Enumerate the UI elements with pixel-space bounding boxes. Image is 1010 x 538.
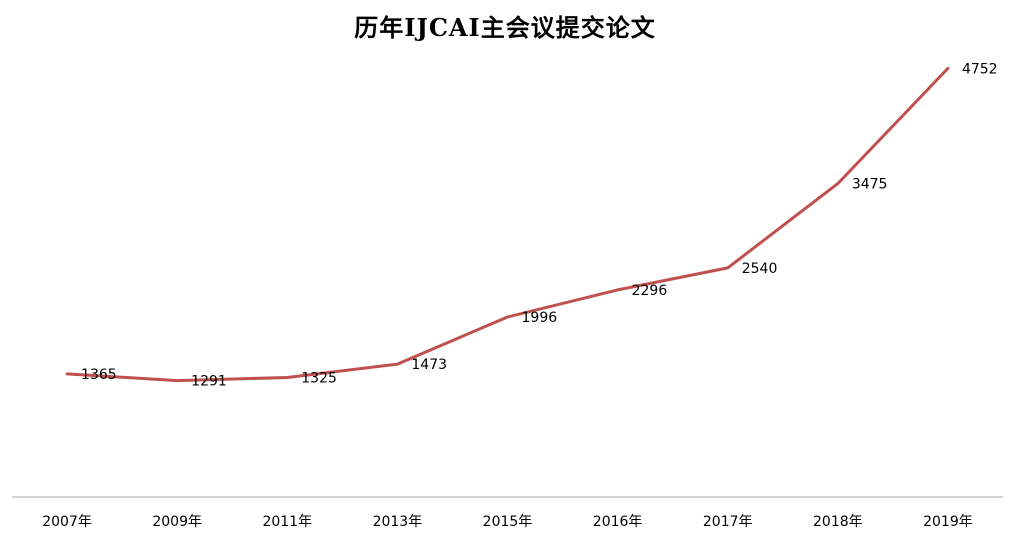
data-label: 4752 bbox=[962, 61, 998, 77]
x-tick-labels: 2007年 2009年 2011年 2013年 2015年 2016年 2017年 2018年… bbox=[42, 514, 973, 530]
x-tick-label: 2019年 bbox=[923, 514, 973, 530]
data-label: 1365 bbox=[81, 367, 117, 383]
data-label: 1996 bbox=[522, 310, 558, 326]
x-tick-label: 2011年 bbox=[262, 514, 312, 530]
x-tick-label: 2016年 bbox=[593, 514, 643, 530]
data-labels: 1365 1291 1325 1473 1996 2296 2540 3475 4752 bbox=[81, 61, 998, 389]
series-line bbox=[65, 66, 950, 383]
data-label: 2296 bbox=[632, 283, 668, 299]
data-label: 3475 bbox=[852, 177, 888, 193]
x-tick-label: 2015年 bbox=[483, 514, 533, 530]
data-label: 1473 bbox=[411, 357, 447, 373]
data-label: 2540 bbox=[742, 261, 778, 277]
x-tick-label: 2018年 bbox=[813, 514, 863, 530]
x-tick-label: 2009年 bbox=[152, 514, 202, 530]
data-label: 1325 bbox=[301, 370, 337, 386]
data-label: 1291 bbox=[191, 374, 227, 390]
x-tick-label: 2017年 bbox=[703, 514, 753, 530]
chart-title: 历年IJCAI主会议提交论文 bbox=[354, 13, 656, 42]
x-tick-label: 2007年 bbox=[42, 514, 92, 530]
x-tick-label: 2013年 bbox=[373, 514, 423, 530]
